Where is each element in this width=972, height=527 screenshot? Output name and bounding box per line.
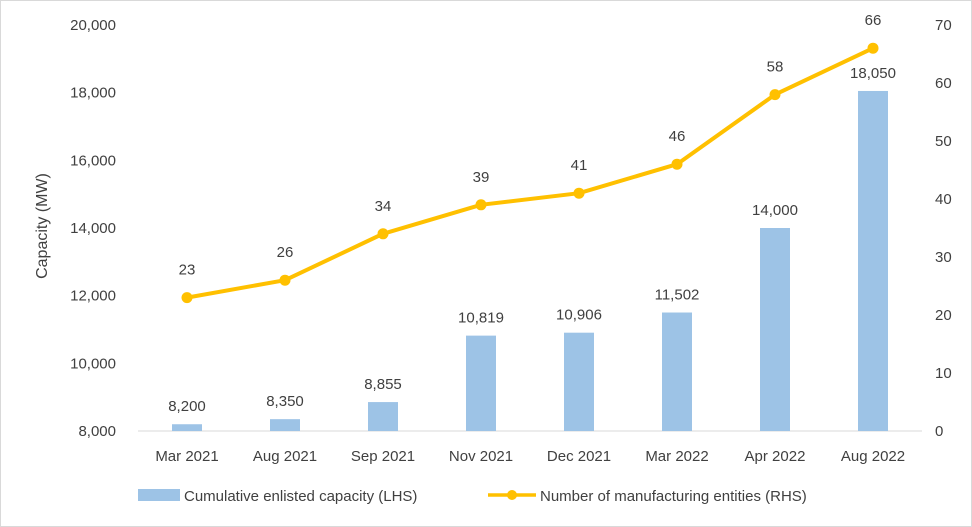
bar: [564, 332, 594, 431]
bar-data-label: 14,000: [752, 202, 798, 219]
left-tick-label: 8,000: [78, 423, 116, 440]
left-tick-label: 12,000: [70, 288, 116, 305]
right-tick-label: 30: [935, 249, 952, 266]
bar: [662, 312, 692, 431]
bar-data-label: 8,350: [266, 393, 304, 410]
line-point: [573, 187, 585, 199]
bar: [858, 90, 888, 431]
line-data-label: 34: [375, 198, 392, 215]
x-axis: Mar 2021 Aug 2021 Sep 2021 Nov 2021 Dec 2021…: [138, 430, 922, 465]
left-tick-label: 18,000: [70, 85, 116, 102]
line-point: [181, 292, 193, 304]
bar-series: [172, 90, 888, 431]
right-tick-label: 70: [935, 17, 952, 34]
x-tick-label: Apr 2022: [745, 448, 806, 465]
x-tick-label: Sep 2021: [351, 448, 415, 465]
line-data-label: 41: [571, 157, 588, 174]
bar: [368, 402, 398, 431]
line-data-label: 23: [179, 262, 196, 279]
bar-data-label: 11,502: [655, 287, 700, 304]
series-line: [185, 46, 875, 300]
line-point: [475, 199, 487, 211]
line-data-label: 66: [865, 12, 882, 29]
left-tick-label: 20,000: [70, 17, 116, 34]
legend: Cumulative enlisted capacity (LHS) Numbe…: [138, 488, 807, 505]
legend-bar-swatch: [138, 489, 180, 501]
line-data-label: 39: [473, 169, 490, 186]
legend-bar-label: Cumulative enlisted capacity (LHS): [184, 488, 417, 505]
bar: [760, 228, 790, 431]
line-point: [279, 274, 291, 286]
legend-line-label: Number of manufacturing entities (RHS): [540, 488, 807, 505]
left-tick-label: 10,000: [70, 355, 116, 372]
bar: [172, 424, 202, 431]
x-tick-label: Dec 2021: [547, 448, 611, 465]
bar-data-label: 10,819: [458, 310, 504, 327]
right-tick-label: 20: [935, 307, 952, 324]
right-y-axis: 0 10 20 30 40 50 60 70: [935, 17, 952, 440]
right-tick-label: 10: [935, 365, 952, 382]
line-point: [867, 42, 879, 54]
right-tick-label: 0: [935, 423, 943, 440]
bar-data-label: 10,906: [556, 307, 602, 324]
line-point: [671, 158, 683, 170]
left-tick-label: 16,000: [70, 152, 116, 169]
line-series: [181, 42, 879, 304]
bar-data-labels: 8,200 8,350 8,855 10,819 10,906 11,502 14,000 1…: [168, 65, 896, 415]
x-tick-label: Aug 2021: [253, 448, 317, 465]
right-tick-label: 50: [935, 133, 952, 150]
right-tick-label: 40: [935, 191, 952, 208]
bar-data-label: 8,200: [168, 398, 206, 415]
bar-data-label: 18,050: [850, 65, 896, 82]
line-data-label: 58: [767, 59, 784, 76]
line-data-label: 26: [277, 244, 294, 261]
x-tick-label: Mar 2021: [155, 448, 218, 465]
bar: [270, 419, 300, 431]
left-tick-label: 14,000: [70, 220, 116, 237]
x-tick-label: Aug 2022: [841, 448, 905, 465]
right-tick-label: 60: [935, 75, 952, 92]
line-point: [377, 228, 389, 240]
x-tick-label: Nov 2021: [449, 448, 513, 465]
line-data-label: 46: [669, 128, 686, 145]
x-tick-label: Mar 2022: [645, 448, 708, 465]
bar-data-label: 8,855: [364, 376, 402, 393]
line-point: [769, 89, 781, 101]
legend-line-marker: [507, 490, 517, 500]
line-data-labels: 23 26 34 39 41 46 58 66: [179, 12, 882, 278]
y-axis-title: Capacity (MW): [34, 173, 51, 279]
left-y-axis: 8,000 10,000 12,000 14,000 16,000 18,000 20,00…: [70, 17, 116, 440]
bar: [466, 335, 496, 431]
